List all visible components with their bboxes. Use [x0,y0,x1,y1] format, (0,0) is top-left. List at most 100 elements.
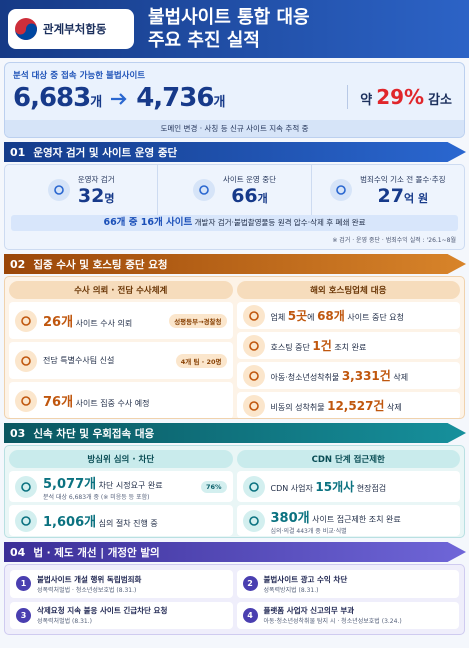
law-body: 삭제요청 지속 불응 사이트 긴급차단 요청 성폭력처벌법 (8.31.) [37,605,167,625]
graphic [248,310,259,321]
card: 26개 사이트 수사 의뢰 성평등부→경찰청 [9,302,233,339]
card-text: 26개 사이트 수사 의뢰 [43,311,132,330]
graphic [21,355,31,366]
header-title: 불법사이트 통합 대응 주요 추진 실적 [148,6,310,52]
header: 관계부처합동 불법사이트 통합 대응 주요 추진 실적 [0,0,469,58]
graphic [248,481,259,492]
graphic [248,340,259,351]
text: 삭제 [390,373,409,382]
graphic [111,93,127,105]
law-title: 플랫폼 사업자 신고의무 부과 [263,606,355,616]
stats: 운영자 검거 32명 사이트 운영 중단 66개 범죄수익 기소 전 몰수·추징 27억 … [5,165,464,215]
section-bar: 03 신속 차단 및 우회접속 대응 [4,423,466,443]
text: 현장점검 [354,484,387,493]
tag: 76% [200,480,227,493]
card-text: 비동의 성착취물 12,527건 삭제 [271,397,402,414]
icon [242,304,265,327]
card: 1,606개 심의 절차 진행 중 [9,505,233,536]
law-name: 성폭력방지법 (8.31.) [263,586,319,594]
card: CDN 사업자 15개사 현장점검 [236,471,460,502]
stat-value: 32명 [78,185,115,207]
heading-text: 수사 의뢰 · 전담 수사체계 [74,286,168,296]
law-item: 3 삭제요청 지속 불응 사이트 긴급차단 요청 성폭력처벌법 (8.31.) [10,601,233,629]
graphic [248,400,259,411]
highlight: 3,331건 [341,369,391,383]
reduction-number: 29% [376,85,425,109]
banner: 66개 중 16개 사이트 개발자 검거·불법촬영물등 원격 압수·삭제 후 폐… [11,215,458,231]
graphic [248,370,259,381]
stat-body: 범죄수익 기소 전 몰수·추징 27억 원 [360,174,445,207]
stat: 운영자 검거 32명 [5,165,159,215]
stat-unit: 개 [257,191,268,205]
title-line: 불법사이트 통합 대응 [148,7,310,28]
highlight: 15개사 [315,480,355,494]
graphic [21,355,31,366]
law-item: 4 플랫폼 사업자 신고의무 부과 아동·청소년성착취물 탐지 시 · 청소년성보호… [236,601,459,629]
footnote: ※ 검거 · 운영 중단 · 범죄수익 실적 : '26.1~8월 [332,237,456,244]
logo: 관계부처합동 [8,9,134,49]
card-text: 380개 사이트 접근제한 조치 완료 심의·의결 443개 중 비교·식별 [271,507,401,535]
tag: 성평등부→경찰청 [169,313,227,328]
stat-label: 운영자 검거 [77,174,115,184]
stat-number: 66 [231,184,258,207]
graphic [53,185,64,195]
stat-unit: 명 [104,191,115,205]
section-title: 법 · 제도 개선 | 개정안 발의 [33,546,160,559]
section-bar: 02 집중 수사 및 호스팅 중단 요청 [4,254,466,274]
reduction-prefix: 약 [360,93,373,108]
card-text: CDN 사업자 15개사 현장점검 [271,478,387,495]
text: 에 [307,313,318,322]
graphic [248,400,259,411]
summary-numbers: 6,683개 4,736개 [13,83,225,113]
law-body: 플랫폼 사업자 신고의무 부과 아동·청소년성착취물 탐지 시 · 청소년성보호법… [264,605,402,625]
after-number: 4,736 [136,83,214,113]
text: 비동의 성착취물 [270,403,328,412]
law-title: 삭제요청 지속 불응 사이트 긴급차단 요청 [37,606,168,616]
reduction-suffix: 감소 [428,93,452,108]
heading-text: 방심위 심의 · 차단 [87,455,155,465]
text: 호스팅 중단 [270,343,313,352]
card: 380개 사이트 접근제한 조치 완료 심의·의결 443개 중 비교·식별 [236,505,460,536]
card-text: 업체 5곳에 68개 사이트 중단 요청 [271,307,404,324]
graphic [336,185,346,195]
badge: 2 [242,576,258,592]
stat-body: 운영자 검거 32명 [78,174,115,207]
stat-body: 사이트 운영 중단 66개 [223,174,276,207]
section-4: 1 불법사이트 개설 행위 독립범죄화 성폭력처벌법 · 청소년성보호법 (8.31… [4,564,465,635]
sub-text: 분석 대상 6,683개 중 (※ 미응등 등 포함) [43,493,150,501]
graphic [21,395,31,406]
graphic [248,340,259,351]
graphic [199,185,209,195]
graphic [21,395,31,406]
highlight: 76개 [43,395,74,410]
stat: 범죄수익 기소 전 몰수·추징 27억 원 [312,165,464,215]
law-title: 불법사이트 광고 수익 차단 [263,574,348,584]
graphic [248,481,259,492]
text: 업체 [270,313,288,322]
graphic [15,23,37,40]
icon [242,509,265,532]
logo-icon [15,18,37,40]
card-text: 1,606개 심의 절차 진행 중 [43,511,158,530]
highlight: 68개 [317,309,345,323]
text: 심의 절차 진행 중 [98,519,158,528]
section-title: 집중 수사 및 호스팅 중단 요청 [33,258,168,271]
card-text: 5,077개 차단 시정요구 완료 분석 대상 6,683개 중 (※ 미응등 등… [43,473,163,501]
graphic [21,315,31,326]
graphic [248,370,259,381]
column: CDN 단계 접근제한 CDN 사업자 15개사 현장점검 380개 사이트 접근제… [236,450,460,536]
text: 전담 특별수사팀 신설 [43,356,115,365]
before-number: 6,683 [13,83,91,113]
icon [15,349,37,372]
highlight: 26개 [43,315,74,330]
summary-note: 도메인 변경 · 사칭 등 신규 사이트 지속 추적 중 [5,120,464,137]
card: 아동·청소년성착취물 3,331건 삭제 [236,362,460,389]
stat-number: 27 [377,184,404,207]
graphic [248,310,259,321]
column: 해외 호스팅업체 대응 업체 5곳에 68개 사이트 중단 요청 호스팅 중단 1건… [236,281,460,418]
law-title: 불법사이트 개설 행위 독립범죄화 [37,574,142,584]
arrow-icon [111,93,127,105]
